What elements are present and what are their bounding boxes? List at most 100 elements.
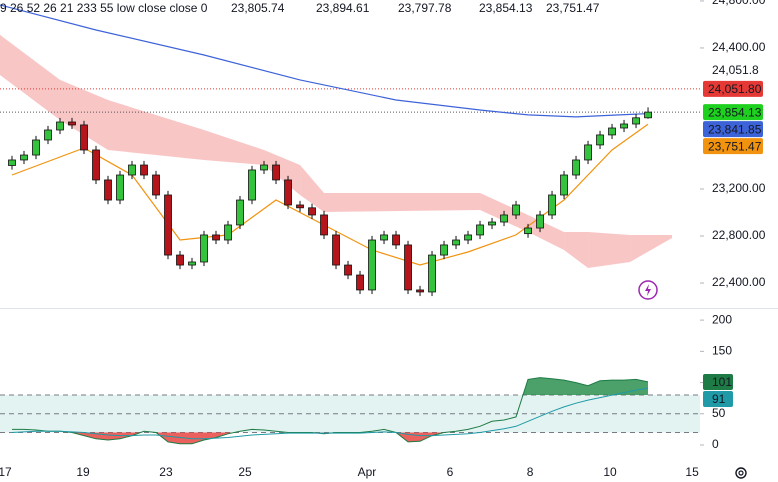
price-badge-label: 23,854.13	[708, 105, 762, 119]
candle-body	[608, 127, 616, 136]
candle-body	[428, 254, 436, 293]
oversold-fill	[12, 432, 649, 444]
candle-body	[584, 144, 592, 161]
candle-body	[152, 174, 160, 196]
candle-body	[572, 159, 580, 176]
y-tick-label: 24,400.00	[712, 40, 766, 54]
candle-body	[464, 234, 472, 241]
candle-body	[332, 234, 340, 266]
value-badge	[703, 373, 733, 390]
x-tick-label: 19	[76, 465, 90, 479]
legend-value: 23,805.74	[231, 1, 285, 15]
y-tick-label: 23,200.00	[712, 181, 766, 195]
legend-value: 23,797.78	[398, 1, 452, 15]
candle-body	[260, 164, 268, 171]
x-tick-label: 10	[603, 465, 617, 479]
candle-body	[416, 289, 424, 293]
candle-body	[380, 234, 388, 241]
x-tick-label: 23	[159, 465, 173, 479]
candle-body	[344, 264, 352, 276]
price-pane	[0, 4, 700, 297]
candle-body	[488, 221, 496, 226]
candle-body	[536, 214, 544, 229]
settings-icon[interactable]	[735, 467, 747, 479]
price-badge	[703, 80, 763, 97]
candle-body	[320, 214, 328, 236]
candle-body	[368, 239, 376, 291]
candle-body	[620, 123, 628, 129]
x-tick-label: 15	[685, 465, 699, 479]
candle-body	[500, 214, 508, 223]
price-badge	[703, 138, 763, 155]
legend-value: 23,854.13	[479, 1, 533, 15]
x-tick-label: 6	[447, 465, 454, 479]
candle-body	[392, 234, 400, 246]
price-badge-label: 24,051.80	[708, 82, 762, 96]
candle-body	[548, 194, 556, 216]
candle-body	[356, 274, 364, 291]
candle-body	[248, 169, 256, 201]
candle-body	[44, 129, 52, 141]
y-tick-label: 22,800.00	[712, 228, 766, 242]
x-tick-label: 25	[238, 465, 252, 479]
candle-body	[56, 121, 64, 131]
axes: 24,800.00 24,400.00 23,200.00 22,800.00 22,4…	[0, 0, 766, 479]
cloud-segment	[300, 165, 325, 213]
candle-body	[128, 164, 136, 176]
candle-body	[140, 164, 148, 176]
cloud-segment	[564, 232, 589, 268]
oscillator-pane	[0, 377, 700, 445]
cloud-segment	[324, 192, 481, 213]
candle-body	[164, 194, 172, 256]
candle-body	[512, 204, 520, 216]
moving-average-line	[0, 4, 649, 118]
candle-body	[308, 207, 316, 216]
y-tick-label: 24,800.00	[712, 0, 766, 7]
oscillator-line	[11, 387, 649, 440]
x-tick-label: 17	[0, 465, 12, 479]
candle-body	[200, 234, 208, 263]
x-tick-label: 8	[527, 465, 534, 479]
candle-body	[212, 234, 220, 241]
price-badge	[703, 121, 763, 138]
price-badge-label: 23,751.47	[708, 139, 762, 153]
candle-body	[224, 224, 232, 241]
legend: 9 26 52 26 21 233 55 low close close 0 23…	[0, 1, 600, 15]
candle-body	[524, 227, 532, 235]
candle-body	[8, 159, 16, 166]
candle-body	[32, 139, 40, 156]
candle-body	[20, 154, 28, 161]
candle-body	[236, 199, 244, 226]
candle-body	[404, 244, 412, 291]
value-badge-label: 91	[712, 392, 726, 406]
moving-average-line	[11, 123, 649, 266]
candle-body	[632, 117, 640, 125]
price-badge-label: 23,841.85	[708, 122, 762, 136]
candle-body	[176, 254, 184, 266]
overbought-fill	[12, 377, 649, 396]
value-badge	[703, 390, 733, 407]
y-tick-label: 200	[712, 312, 732, 326]
candle-body	[452, 239, 460, 246]
candle-body	[284, 179, 292, 206]
legend-value: 23,894.61	[316, 1, 370, 15]
candle-body	[188, 261, 196, 266]
ref-axis-label: 24,051.8	[712, 63, 759, 77]
value-badge-label: 101	[712, 375, 732, 389]
candle-body	[92, 149, 100, 181]
cloud-segment	[60, 79, 109, 150]
alert-icon[interactable]	[638, 280, 658, 300]
y-tick-label: 22,400.00	[712, 275, 766, 289]
candle-body	[440, 244, 448, 256]
y-tick-label: 150	[712, 344, 732, 358]
cloud-segment	[0, 34, 61, 121]
price-badge	[703, 104, 763, 121]
y-tick-label: 0	[712, 437, 719, 451]
candle-body	[476, 224, 484, 236]
legend-value: 23,751.47	[546, 1, 600, 15]
y-tick-label: 50	[712, 406, 726, 420]
candle-body	[272, 164, 280, 181]
cloud-segment	[108, 100, 205, 160]
candle-body	[104, 179, 112, 201]
